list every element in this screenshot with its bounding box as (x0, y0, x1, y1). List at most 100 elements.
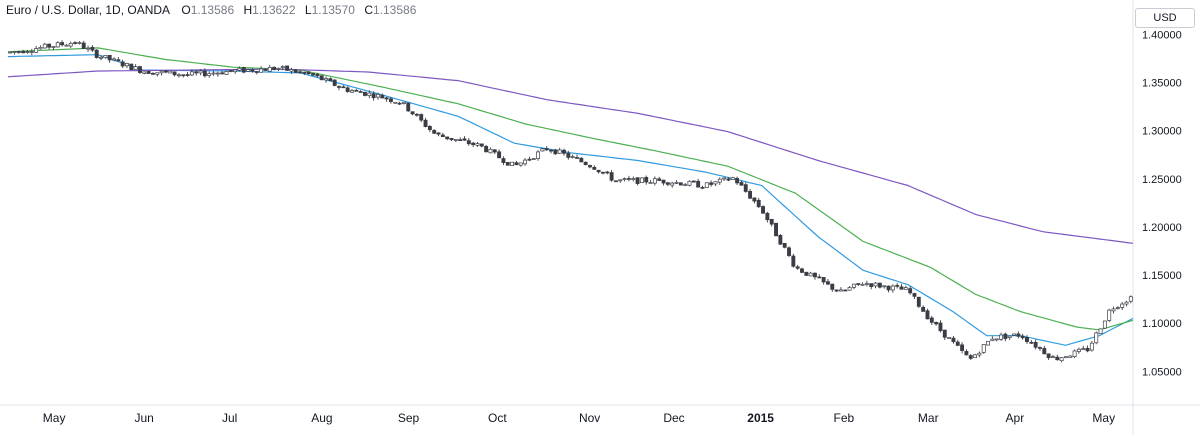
candle-body (427, 126, 432, 130)
x-tick-label: Apr (1006, 411, 1025, 425)
candle-body (8, 51, 13, 54)
candle-body (639, 177, 644, 184)
candle-body (921, 307, 926, 312)
candle-body (765, 212, 770, 221)
candle-body (159, 70, 164, 74)
candle-body (1020, 335, 1025, 339)
candle-body (514, 162, 519, 166)
x-tick-label: 2015 (747, 411, 774, 425)
candle-body (16, 51, 21, 53)
candle-body (1051, 356, 1055, 359)
candle-body (873, 282, 878, 287)
candle-body (549, 149, 553, 152)
x-tick-label: Oct (488, 411, 507, 425)
candle-body (869, 283, 874, 288)
x-tick-label: Jun (134, 411, 153, 425)
candle-body (908, 288, 913, 294)
candle-body (410, 111, 415, 115)
y-tick-label: 1.05000 (1142, 366, 1182, 378)
candle-body (817, 276, 822, 279)
candle-body (847, 287, 852, 291)
candle-body (787, 247, 791, 256)
candle-body (250, 69, 255, 72)
candle-body (730, 177, 735, 180)
candle-body (354, 89, 359, 92)
candle-body (1111, 308, 1116, 312)
candle-body (1076, 348, 1081, 352)
candle-body (198, 70, 203, 74)
candle-body (125, 63, 129, 67)
y-tick-label: 1.25000 (1142, 174, 1182, 186)
candle-body (397, 102, 402, 105)
candle-body (843, 289, 848, 292)
candle-body (319, 75, 324, 81)
candle-body (912, 293, 917, 297)
moving-average-line (7, 54, 1134, 346)
candle-body (21, 50, 26, 54)
candle-body (207, 73, 212, 76)
candle-body (890, 285, 895, 291)
candle-body (942, 329, 947, 338)
candle-body (557, 149, 562, 154)
candle-body (116, 59, 121, 62)
candle-body (774, 222, 778, 237)
candle-body (743, 184, 748, 192)
open-label: O (181, 3, 191, 17)
candle-body (838, 289, 843, 292)
candle-body (999, 334, 1003, 340)
candle-body (973, 354, 978, 359)
candle-body (142, 71, 147, 74)
open-value: 1.13586 (190, 3, 235, 17)
x-tick-label: Nov (579, 411, 600, 425)
candle-body (752, 197, 757, 202)
candle-body (977, 352, 982, 356)
candle-body (1033, 341, 1038, 348)
candle-body (181, 74, 186, 77)
low-label: L (304, 3, 312, 17)
candle-body (968, 355, 973, 359)
candle-body (929, 317, 934, 323)
candle-body (103, 55, 108, 59)
candle-body (964, 351, 969, 356)
candle-body (687, 180, 692, 186)
candle-body (138, 66, 142, 73)
candle-body (657, 178, 662, 181)
candle-body (384, 97, 389, 100)
candle-body (791, 255, 796, 267)
candle-body (1115, 307, 1120, 309)
candle-body (501, 158, 506, 163)
x-tick-label: Feb (834, 411, 855, 425)
candle-body (717, 178, 722, 183)
candle-body (592, 166, 597, 170)
candle-body (445, 136, 450, 140)
candle-body (401, 101, 406, 104)
candle-body (458, 139, 463, 141)
candle-body (864, 283, 869, 285)
candle-body (462, 138, 467, 141)
candle-body (523, 159, 528, 165)
candle-body (691, 180, 696, 183)
candle-body (393, 101, 398, 104)
x-tick-label: May (1092, 411, 1115, 425)
candle-body (1107, 309, 1112, 321)
candle-body (94, 49, 99, 58)
candle-body (1042, 348, 1047, 355)
candle-body (440, 134, 445, 138)
currency-button[interactable]: USD (1135, 8, 1195, 28)
candle-body (172, 71, 177, 76)
moving-average-line (7, 47, 1134, 331)
candle-body (986, 340, 990, 346)
candle-body (1012, 333, 1016, 336)
candle-body (726, 178, 731, 181)
candle-body (1072, 350, 1077, 357)
candle-body (86, 47, 90, 50)
candle-body (475, 143, 480, 146)
candle-body (337, 86, 341, 88)
candle-body (107, 54, 112, 61)
candle-body (272, 66, 277, 71)
x-tick-label: Dec (663, 411, 684, 425)
candle-body (635, 177, 640, 184)
candle-body (903, 287, 908, 290)
candle-body (644, 177, 649, 183)
